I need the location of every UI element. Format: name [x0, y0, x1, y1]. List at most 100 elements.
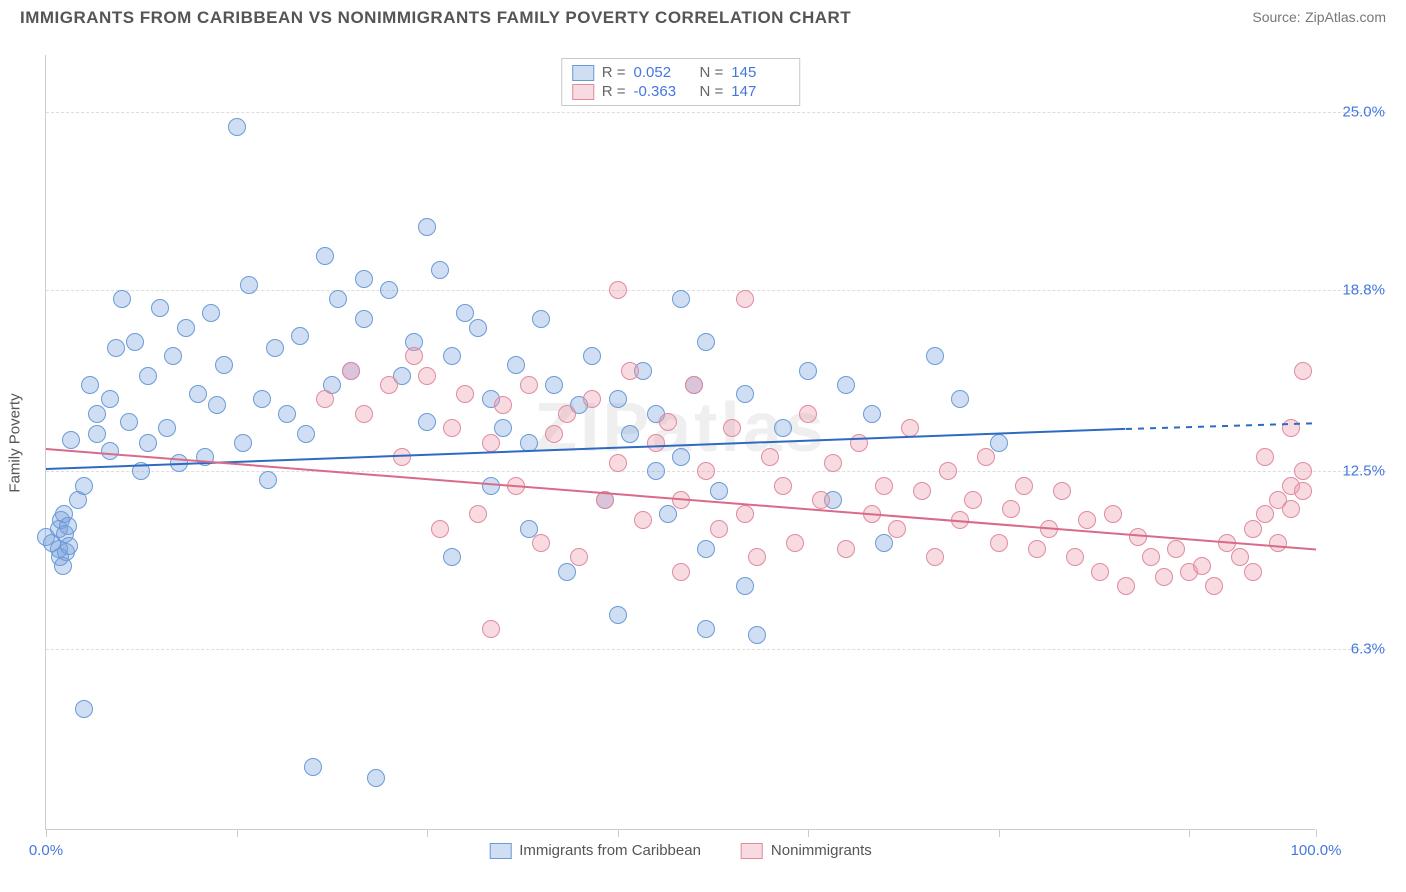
data-point-immigrants [75, 700, 93, 718]
data-point-nonimmigrants [964, 491, 982, 509]
data-point-nonimmigrants [621, 362, 639, 380]
data-point-nonimmigrants [609, 281, 627, 299]
source: Source: ZipAtlas.com [1252, 9, 1386, 27]
data-point-nonimmigrants [672, 563, 690, 581]
data-point-immigrants [81, 376, 99, 394]
data-point-immigrants [297, 425, 315, 443]
data-point-immigrants [532, 310, 550, 328]
data-point-nonimmigrants [532, 534, 550, 552]
data-point-immigrants [431, 261, 449, 279]
data-point-nonimmigrants [456, 385, 474, 403]
data-point-nonimmigrants [418, 367, 436, 385]
data-point-nonimmigrants [1104, 505, 1122, 523]
data-point-immigrants [748, 626, 766, 644]
data-point-immigrants [837, 376, 855, 394]
data-point-nonimmigrants [710, 520, 728, 538]
data-point-immigrants [443, 347, 461, 365]
data-point-immigrants [75, 477, 93, 495]
data-point-nonimmigrants [1155, 568, 1173, 586]
r-label: R = [602, 64, 626, 81]
data-point-immigrants [367, 769, 385, 787]
data-point-immigrants [158, 419, 176, 437]
data-point-immigrants [126, 333, 144, 351]
y-axis-label: Family Poverty [7, 393, 24, 492]
data-point-immigrants [189, 385, 207, 403]
data-point-immigrants [177, 319, 195, 337]
legend-item-nonimmigrants: Nonimmigrants [741, 842, 872, 859]
data-point-immigrants [101, 442, 119, 460]
legend-item-immigrants: Immigrants from Caribbean [489, 842, 701, 859]
data-point-nonimmigrants [736, 505, 754, 523]
x-tick [999, 829, 1000, 837]
data-point-nonimmigrants [1294, 462, 1312, 480]
data-point-nonimmigrants [634, 511, 652, 529]
legend-swatch [489, 843, 511, 859]
data-point-nonimmigrants [405, 347, 423, 365]
data-point-nonimmigrants [736, 290, 754, 308]
data-point-immigrants [202, 304, 220, 322]
data-point-nonimmigrants [875, 477, 893, 495]
data-point-nonimmigrants [1015, 477, 1033, 495]
source-name: ZipAtlas.com [1305, 9, 1386, 25]
y-tick-label: 12.5% [1325, 463, 1385, 480]
n-label: N = [700, 83, 724, 100]
data-point-immigrants [697, 333, 715, 351]
data-point-nonimmigrants [685, 376, 703, 394]
data-point-nonimmigrants [570, 548, 588, 566]
data-point-immigrants [88, 425, 106, 443]
data-point-immigrants [259, 471, 277, 489]
data-point-immigrants [672, 448, 690, 466]
data-point-immigrants [494, 419, 512, 437]
data-point-immigrants [774, 419, 792, 437]
data-point-nonimmigrants [1053, 482, 1071, 500]
data-point-nonimmigrants [1244, 563, 1262, 581]
data-point-nonimmigrants [939, 462, 957, 480]
data-point-immigrants [208, 396, 226, 414]
data-point-immigrants [380, 281, 398, 299]
data-point-nonimmigrants [380, 376, 398, 394]
data-point-immigrants [59, 517, 77, 535]
data-point-immigrants [418, 413, 436, 431]
x-tick [427, 829, 428, 837]
data-point-immigrants [875, 534, 893, 552]
data-point-immigrants [113, 290, 131, 308]
data-point-nonimmigrants [761, 448, 779, 466]
data-point-nonimmigrants [609, 454, 627, 472]
data-point-immigrants [736, 577, 754, 595]
data-point-nonimmigrants [1294, 482, 1312, 500]
data-point-immigrants [62, 431, 80, 449]
data-point-nonimmigrants [545, 425, 563, 443]
data-point-immigrants [926, 347, 944, 365]
data-point-nonimmigrants [913, 482, 931, 500]
data-point-immigrants [164, 347, 182, 365]
data-point-immigrants [355, 270, 373, 288]
data-point-immigrants [621, 425, 639, 443]
data-point-immigrants [990, 434, 1008, 452]
data-point-nonimmigrants [977, 448, 995, 466]
data-point-nonimmigrants [850, 434, 868, 452]
data-point-immigrants [609, 390, 627, 408]
data-point-immigrants [583, 347, 601, 365]
legend-swatch [572, 84, 594, 100]
data-point-nonimmigrants [1002, 500, 1020, 518]
data-point-nonimmigrants [1193, 557, 1211, 575]
data-point-nonimmigrants [647, 434, 665, 452]
data-point-nonimmigrants [1066, 548, 1084, 566]
data-point-nonimmigrants [1269, 534, 1287, 552]
data-point-nonimmigrants [723, 419, 741, 437]
stats-row-nonimmigrants: R =-0.363N =147 [572, 82, 790, 101]
data-point-nonimmigrants [659, 413, 677, 431]
data-point-nonimmigrants [1091, 563, 1109, 581]
legend-swatch [572, 65, 594, 81]
data-point-nonimmigrants [1129, 528, 1147, 546]
x-tick-label: 100.0% [1291, 842, 1342, 859]
data-point-nonimmigrants [1244, 520, 1262, 538]
data-point-nonimmigrants [1256, 448, 1274, 466]
chart-container: Family Poverty ZIPatlas R =0.052N =145R … [45, 55, 1385, 830]
data-point-nonimmigrants [482, 620, 500, 638]
data-point-immigrants [88, 405, 106, 423]
data-point-immigrants [151, 299, 169, 317]
legend-label: Nonimmigrants [771, 842, 872, 859]
n-value: 147 [731, 83, 789, 100]
data-point-nonimmigrants [888, 520, 906, 538]
